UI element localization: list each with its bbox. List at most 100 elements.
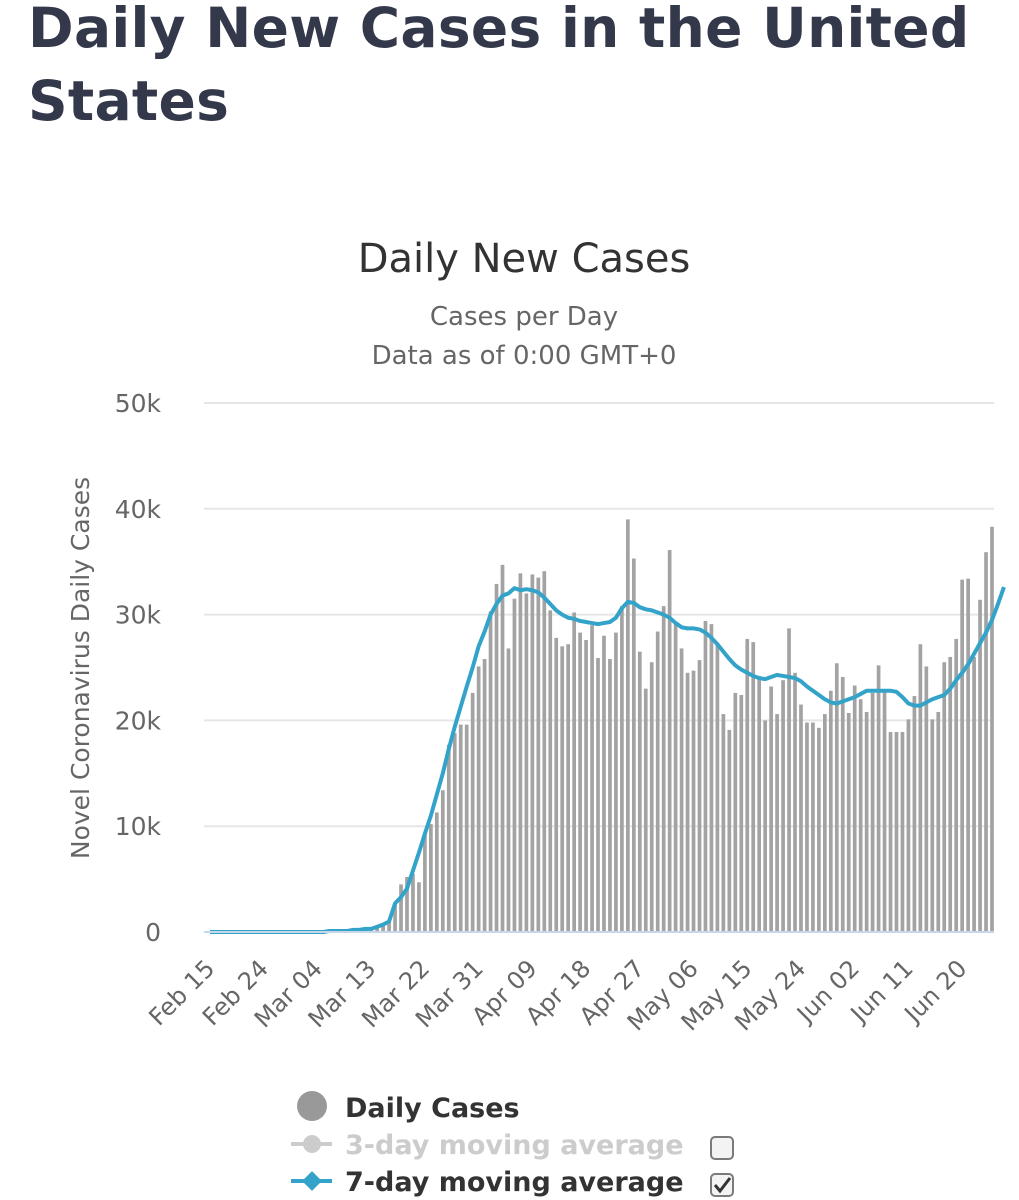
- bar: [739, 695, 744, 932]
- bar: [524, 593, 529, 932]
- bar: [506, 648, 511, 932]
- bar: [960, 579, 964, 932]
- legend-item-daily-cases[interactable]: Daily Cases: [297, 1091, 520, 1124]
- bar: [727, 729, 732, 932]
- bar: [990, 526, 994, 932]
- three-day-average-marker-icon: [303, 1135, 321, 1153]
- bar: [590, 625, 594, 932]
- bar: [984, 552, 988, 932]
- seven-day-average-checkbox[interactable]: [710, 1173, 734, 1197]
- bar: [876, 665, 881, 932]
- bar: [381, 924, 385, 932]
- chart-title: Daily New Cases: [358, 236, 691, 282]
- bar: [476, 666, 481, 932]
- bar: [972, 656, 976, 932]
- bar: [405, 876, 409, 932]
- bar: [602, 635, 606, 932]
- bar: [805, 722, 809, 932]
- bar: [930, 719, 935, 932]
- bar: [470, 692, 475, 932]
- page-title: Daily New Cases in the United States: [28, 0, 970, 133]
- bar: [840, 677, 845, 932]
- bar: [661, 606, 666, 932]
- bar: [936, 711, 941, 932]
- bar: [614, 632, 618, 932]
- bar: [411, 873, 415, 932]
- three-day-average-checkbox[interactable]: [710, 1136, 734, 1160]
- y-tick-label: 40k: [115, 495, 162, 524]
- bar: [667, 550, 672, 932]
- bar: [781, 680, 785, 932]
- bar: [566, 644, 571, 932]
- bar: [817, 727, 821, 932]
- bar: [978, 599, 982, 932]
- bar: [954, 638, 959, 932]
- bar: [500, 564, 505, 932]
- bar: [494, 583, 499, 932]
- bar: [828, 690, 833, 932]
- bar: [434, 812, 439, 932]
- bar: [846, 712, 851, 932]
- bar: [703, 620, 708, 932]
- bar: [530, 574, 535, 932]
- bar: [387, 921, 391, 932]
- bar: [417, 882, 421, 932]
- bar: [775, 714, 779, 932]
- bar: [888, 732, 893, 932]
- bar: [560, 646, 565, 932]
- bar: [554, 637, 559, 932]
- legend-item-7-day-average[interactable]: 7-day moving average: [291, 1167, 734, 1198]
- y-axis-ticks: 0 10k 20k 30k 40k 50k: [115, 389, 162, 947]
- chart-subtitle-date: Data as of 0:00 GMT+0: [372, 341, 677, 371]
- bar: [811, 722, 815, 932]
- y-tick-label: 20k: [115, 706, 162, 735]
- checkmark-icon: [713, 1177, 732, 1194]
- legend: Daily Cases 3-day moving average 7-day m…: [291, 1091, 734, 1198]
- bar: [375, 926, 379, 932]
- bar: [637, 651, 642, 932]
- bar: [679, 648, 684, 932]
- bar: [948, 656, 953, 932]
- seven-day-average-marker-icon: [302, 1171, 322, 1191]
- bar: [536, 577, 541, 932]
- bar: [488, 611, 493, 932]
- bar: [769, 686, 773, 932]
- seven-day-average-line: [210, 586, 1006, 934]
- bar: [906, 719, 911, 932]
- bar: [464, 724, 469, 932]
- y-tick-label: 50k: [115, 389, 162, 418]
- bar: [548, 610, 553, 932]
- bar: [458, 724, 463, 932]
- bar: [643, 688, 648, 932]
- bar: [864, 711, 869, 932]
- bar: [834, 663, 839, 932]
- bar: [912, 696, 917, 932]
- y-tick-label: 30k: [115, 601, 162, 630]
- legend-label-daily-cases: Daily Cases: [345, 1093, 520, 1124]
- bar: [691, 670, 696, 932]
- bar: [852, 685, 857, 932]
- legend-item-3-day-average[interactable]: 3-day moving average: [291, 1130, 734, 1161]
- bar: [870, 692, 875, 932]
- bar: [966, 578, 970, 932]
- bar: [918, 644, 923, 932]
- legend-label-7-day-average: 7-day moving average: [345, 1167, 684, 1198]
- bar: [697, 660, 702, 932]
- bar: [452, 733, 457, 932]
- bar: [882, 691, 887, 932]
- bar: [423, 834, 427, 932]
- bar: [799, 704, 803, 932]
- bar: [858, 699, 863, 932]
- chart-subtitle: Cases per Day: [430, 302, 618, 332]
- bar: [596, 657, 600, 932]
- bar: [745, 638, 750, 932]
- y-tick-label: 0: [145, 918, 161, 947]
- legend-label-3-day-average: 3-day moving average: [345, 1130, 684, 1161]
- bar: [655, 631, 660, 932]
- bar: [823, 714, 827, 932]
- bar: [399, 884, 403, 932]
- bar: [763, 720, 768, 932]
- bar: [578, 632, 582, 932]
